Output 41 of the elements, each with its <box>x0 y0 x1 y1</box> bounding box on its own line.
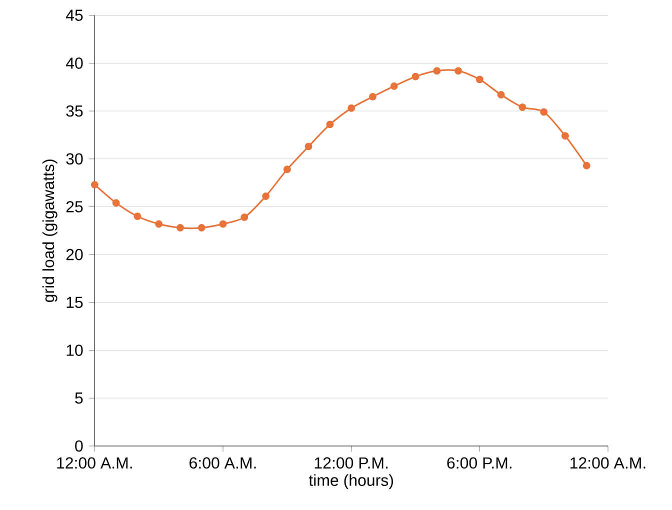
point <box>390 82 398 90</box>
y-tick-label: 10 <box>66 344 83 356</box>
point <box>412 72 420 80</box>
x-tick-label: 12:00 P.M. <box>314 457 388 469</box>
y-tick-label: 25 <box>66 201 83 212</box>
y-tick-label: 20 <box>66 248 83 260</box>
point <box>433 67 441 75</box>
point <box>582 162 590 170</box>
point <box>476 76 484 84</box>
point <box>497 91 505 98</box>
point <box>454 67 462 75</box>
x-tick-label: 12:00 A.M. <box>570 457 646 469</box>
point <box>155 220 163 228</box>
y-tick-label: 40 <box>66 58 83 69</box>
point <box>134 212 142 220</box>
point <box>219 220 227 228</box>
point <box>198 224 206 232</box>
point <box>518 103 526 111</box>
point <box>262 192 270 200</box>
x-tick-label: 6:00 A.M. <box>190 457 256 469</box>
point <box>240 214 248 221</box>
x-tick-label: 12:00 A.M. <box>57 457 132 469</box>
x-tick-label: 6:00 P.M. <box>447 457 512 469</box>
point <box>348 104 356 112</box>
point <box>112 199 120 207</box>
point <box>368 92 376 100</box>
y-tick-label: 15 <box>66 296 83 308</box>
point <box>561 132 569 140</box>
point <box>540 108 548 116</box>
point <box>283 166 291 174</box>
point <box>176 224 184 232</box>
point <box>90 180 98 188</box>
x-axis-title: time (hours) <box>308 474 393 490</box>
y-tick-label: 45 <box>66 10 83 21</box>
y-axis-title: grid load (gigawatts) <box>42 160 58 302</box>
y-tick-label: 35 <box>66 105 83 117</box>
point <box>326 120 334 128</box>
y-tick-label: 5 <box>75 392 83 404</box>
y-tick-label: 0 <box>75 440 83 452</box>
point <box>304 142 312 150</box>
y-tick-label: 30 <box>66 153 83 165</box>
